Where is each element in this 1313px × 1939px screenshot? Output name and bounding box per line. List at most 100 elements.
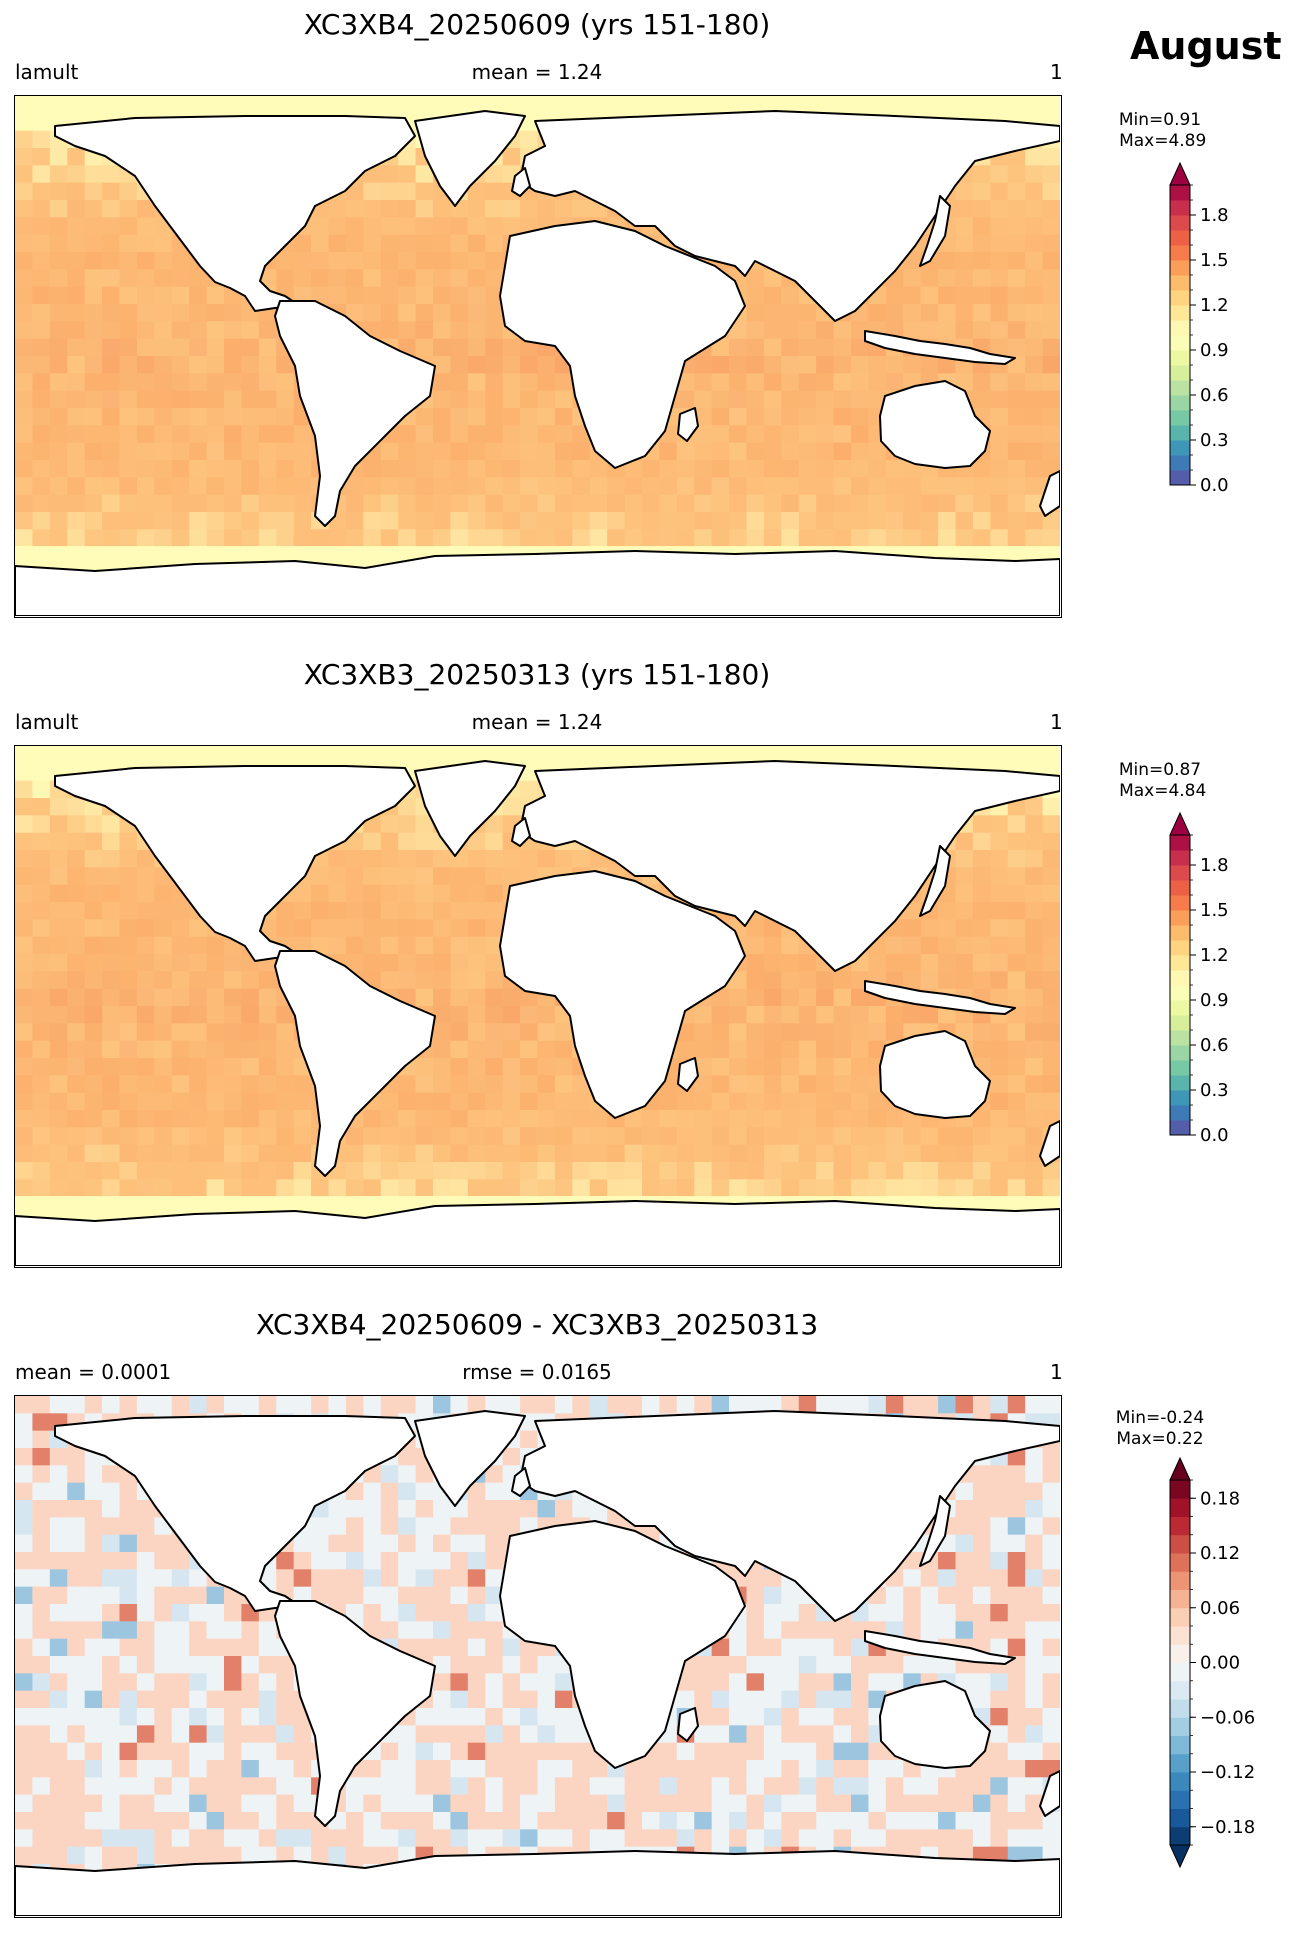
ocean-cell bbox=[119, 1482, 138, 1501]
ocean-cell bbox=[990, 252, 1009, 270]
ocean-cell bbox=[1042, 1465, 1060, 1484]
ocean-cell bbox=[1025, 494, 1044, 513]
ocean-cell bbox=[851, 477, 870, 496]
ocean-cell bbox=[903, 529, 922, 548]
ocean-cell bbox=[711, 1656, 730, 1674]
ocean-cell bbox=[955, 1144, 974, 1163]
ocean-cell bbox=[119, 1673, 138, 1692]
ocean-cell bbox=[763, 1656, 782, 1674]
ocean-cell bbox=[816, 1040, 835, 1059]
ocean-cell bbox=[642, 1144, 661, 1163]
ocean-cell bbox=[224, 425, 243, 444]
ocean-cell bbox=[136, 1040, 155, 1059]
ocean-cell bbox=[380, 269, 399, 288]
ocean-cell bbox=[1007, 338, 1026, 357]
ocean-cell bbox=[293, 1075, 312, 1094]
ocean-cell bbox=[485, 1144, 504, 1163]
ocean-cell bbox=[729, 321, 748, 340]
ocean-cell bbox=[49, 286, 68, 305]
ocean-cell bbox=[1025, 460, 1044, 478]
ocean-cell bbox=[763, 954, 782, 972]
ocean-cell bbox=[711, 477, 730, 496]
min-max-label: Min=0.87 Max=4.84 bbox=[1118, 760, 1207, 801]
ocean-cell bbox=[798, 304, 817, 322]
ocean-cell bbox=[572, 1179, 591, 1198]
colorbar-tick-label: 1.2 bbox=[1200, 945, 1229, 966]
ocean-cell bbox=[380, 1179, 399, 1198]
ocean-cell bbox=[1007, 286, 1026, 305]
ocean-cell bbox=[398, 1179, 417, 1198]
ocean-cell bbox=[189, 1690, 208, 1709]
ocean-cell bbox=[729, 1708, 748, 1726]
ocean-cell bbox=[415, 1127, 434, 1146]
ocean-cell bbox=[224, 1023, 243, 1042]
ocean-cell bbox=[972, 919, 991, 938]
ocean-cell bbox=[450, 512, 469, 530]
ocean-cell bbox=[15, 919, 34, 938]
ocean-cell bbox=[15, 1396, 34, 1414]
ocean-cell bbox=[328, 884, 347, 903]
ocean-cell bbox=[119, 1396, 138, 1414]
ocean-cell bbox=[189, 529, 208, 548]
ocean-cell bbox=[363, 304, 382, 322]
ocean-cell bbox=[537, 425, 556, 444]
ocean-cell bbox=[345, 1127, 364, 1146]
ocean-cell bbox=[659, 529, 678, 548]
ocean-cell bbox=[84, 1725, 103, 1744]
ocean-cell bbox=[363, 460, 382, 478]
ocean-cell bbox=[15, 148, 34, 166]
ocean-cell bbox=[1042, 988, 1060, 1007]
ocean-cell bbox=[189, 1742, 208, 1761]
ocean-cell bbox=[624, 494, 643, 513]
ocean-cell bbox=[554, 408, 573, 426]
ocean-cell bbox=[398, 1534, 417, 1553]
ocean-cell bbox=[380, 1092, 399, 1111]
ocean-cell bbox=[15, 988, 34, 1007]
ocean-cell bbox=[32, 954, 51, 972]
ocean-cell bbox=[467, 1075, 486, 1094]
ocean-cell bbox=[537, 408, 556, 426]
ocean-cell bbox=[311, 234, 330, 253]
ocean-cell bbox=[433, 1534, 452, 1553]
ocean-cell bbox=[136, 850, 155, 868]
ocean-cell bbox=[398, 832, 417, 851]
ocean-cell bbox=[380, 460, 399, 478]
ocean-cell bbox=[763, 477, 782, 496]
ocean-cell bbox=[84, 304, 103, 322]
panel-title: XC3XB4_20250609 (yrs 151-180) bbox=[303, 8, 771, 41]
ocean-cell bbox=[15, 1110, 34, 1128]
ocean-cell bbox=[171, 1144, 190, 1163]
ocean-cell bbox=[798, 1092, 817, 1111]
ocean-cell bbox=[1007, 234, 1026, 253]
ocean-cell bbox=[136, 234, 155, 253]
ocean-cell bbox=[206, 988, 225, 1007]
ocean-cell bbox=[15, 1127, 34, 1146]
ocean-cell bbox=[49, 1604, 68, 1622]
ocean-cell bbox=[345, 1604, 364, 1622]
variable-label: lamult bbox=[15, 60, 79, 84]
ocean-cell bbox=[102, 1534, 121, 1553]
ocean-cell bbox=[798, 1604, 817, 1622]
ocean-cell bbox=[485, 884, 504, 903]
ocean-cell bbox=[171, 304, 190, 322]
ocean-cell bbox=[746, 1162, 765, 1180]
ocean-cell bbox=[1007, 1604, 1026, 1622]
ocean-cell bbox=[171, 919, 190, 938]
ocean-cell bbox=[433, 1500, 452, 1518]
ocean-cell bbox=[102, 954, 121, 972]
ocean-cell bbox=[711, 1690, 730, 1709]
ocean-cell bbox=[49, 1058, 68, 1076]
ocean-cell bbox=[276, 1110, 295, 1128]
ocean-cell bbox=[276, 1569, 295, 1588]
ocean-cell bbox=[711, 1162, 730, 1180]
ocean-cell bbox=[746, 1075, 765, 1094]
ocean-cell bbox=[363, 1604, 382, 1622]
ocean-cell bbox=[1007, 425, 1026, 444]
ocean-cell bbox=[1007, 971, 1026, 990]
ocean-cell bbox=[15, 1075, 34, 1094]
ocean-cell bbox=[15, 1482, 34, 1501]
ocean-cell bbox=[32, 1430, 51, 1449]
ocean-cell bbox=[816, 1673, 835, 1692]
ocean-cell bbox=[380, 234, 399, 253]
ocean-cell bbox=[311, 919, 330, 938]
